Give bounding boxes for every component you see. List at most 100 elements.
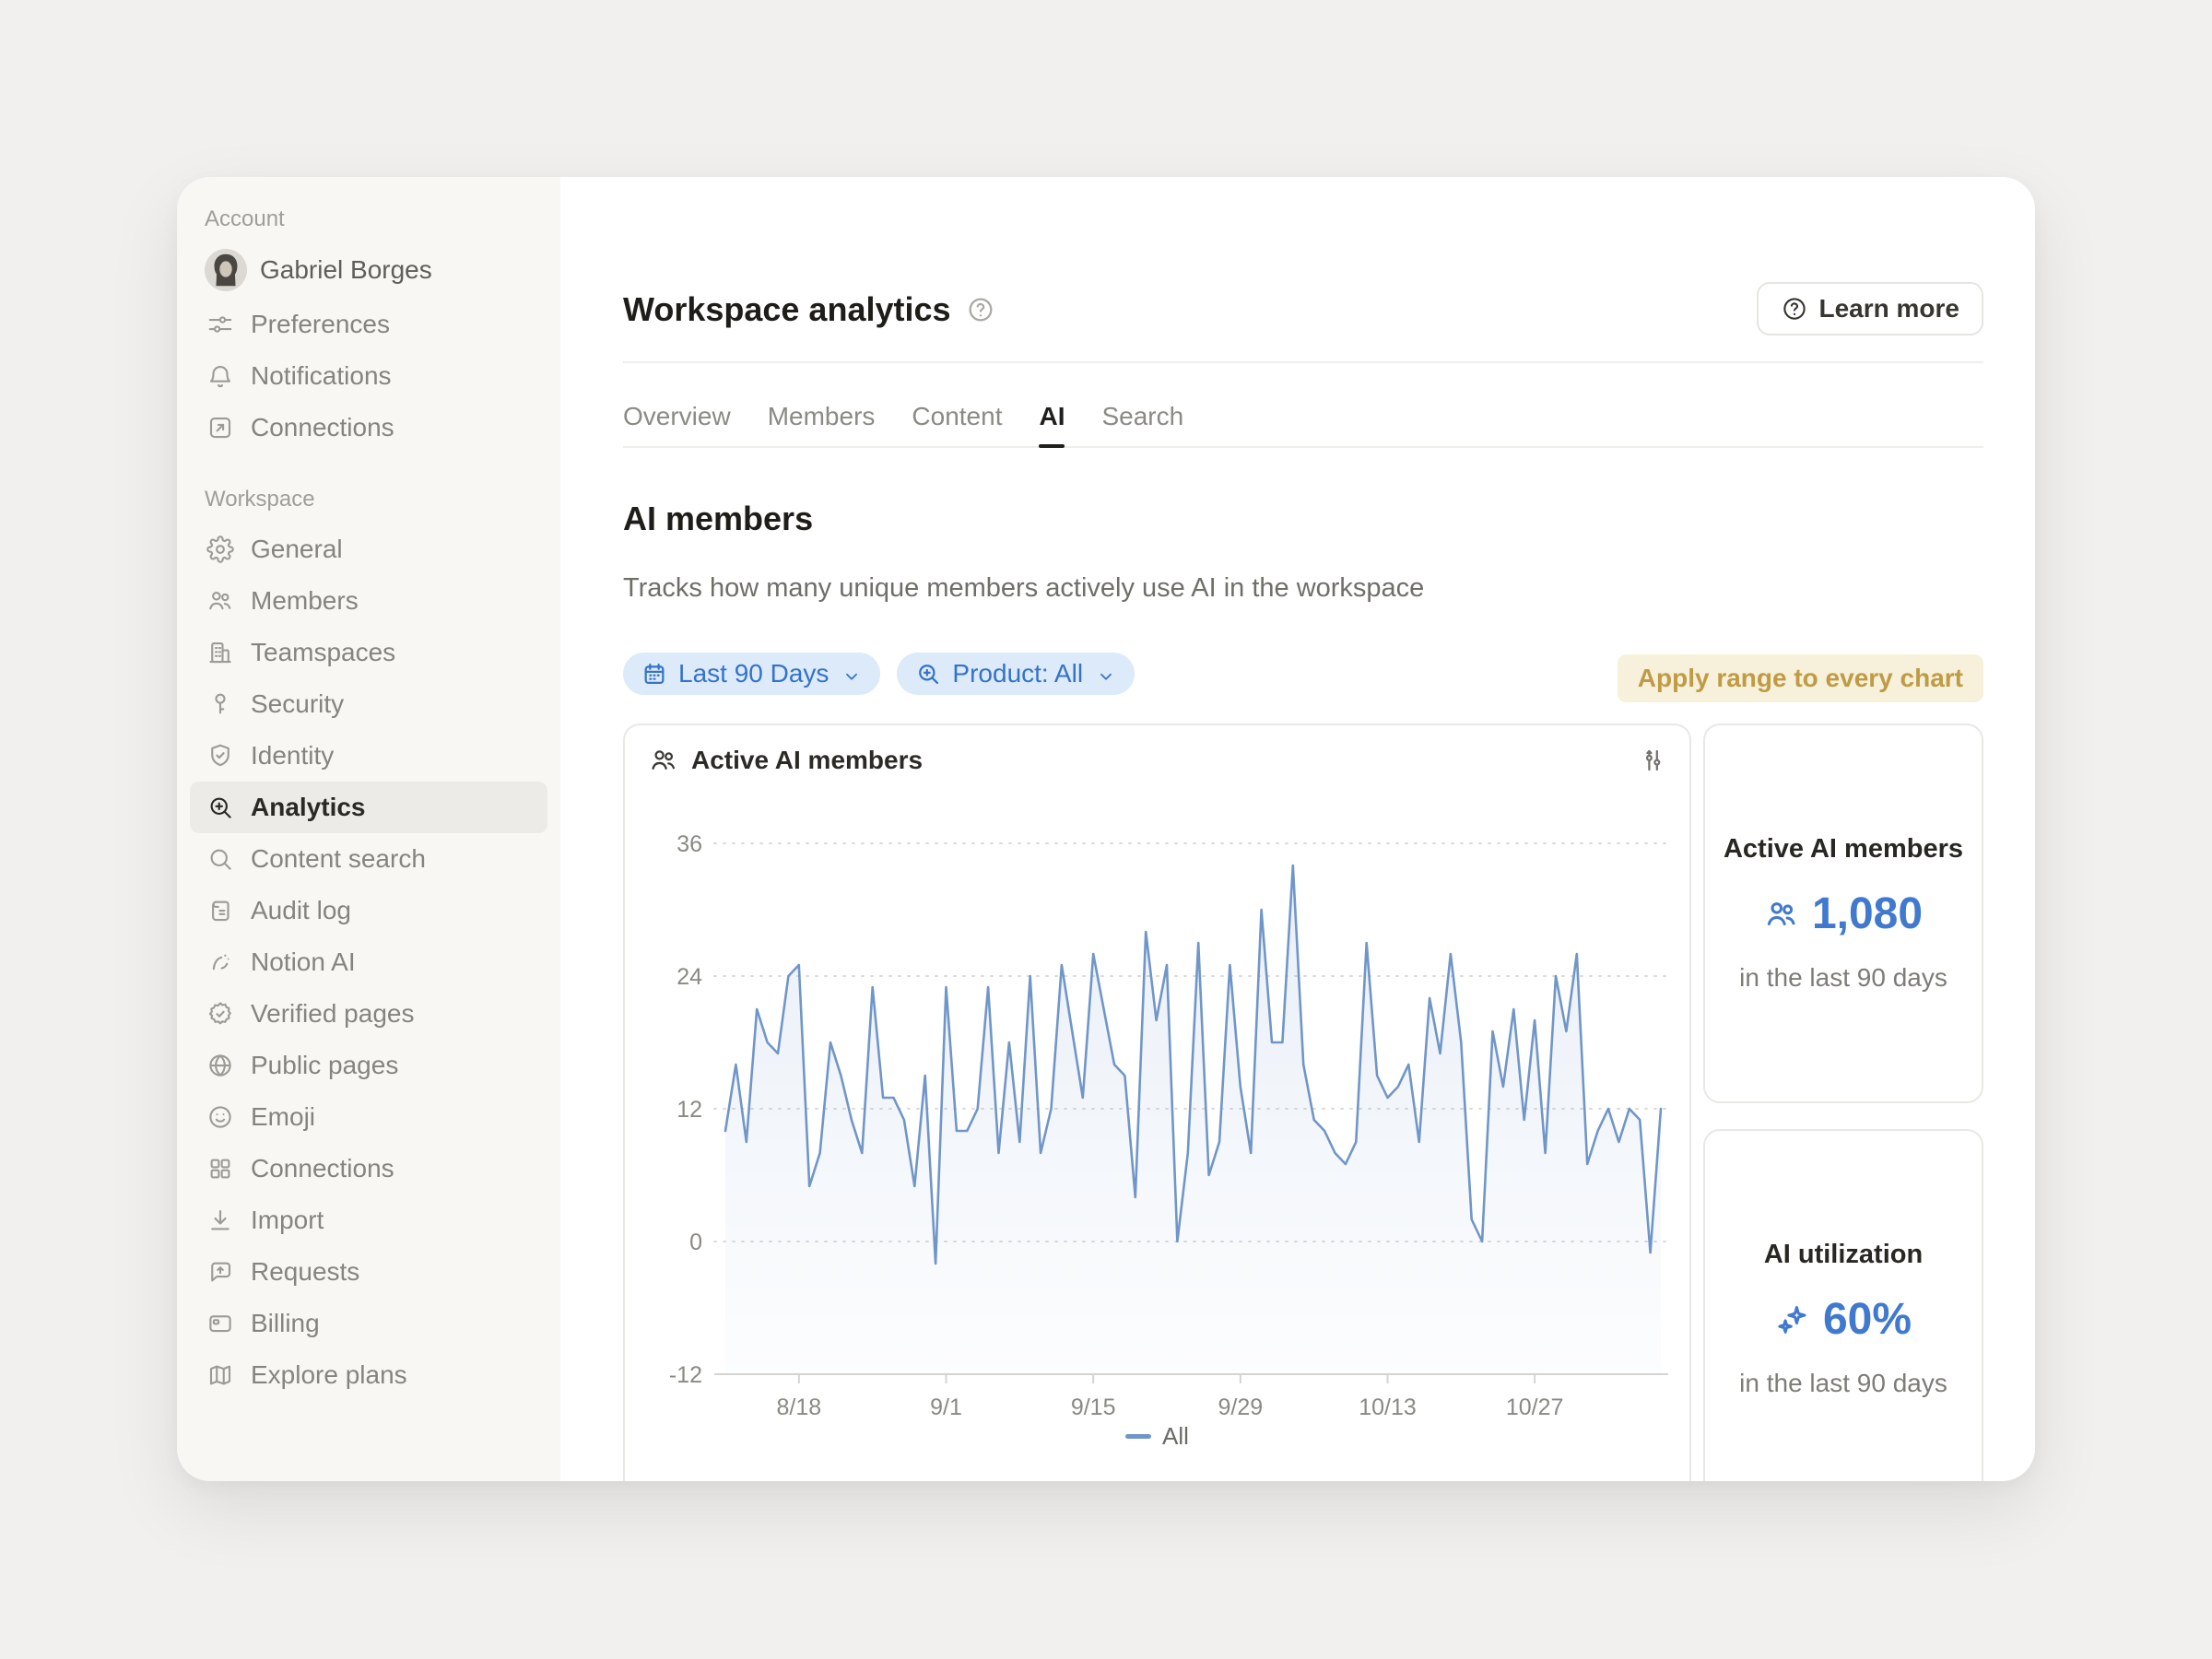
section-title: AI members (623, 500, 814, 537)
sidebar-item-connections-account[interactable]: Connections (190, 402, 547, 453)
sidebar-item-content-search[interactable]: Content search (190, 833, 547, 885)
sidebar-item-label: Billing (251, 1309, 320, 1337)
date-range-value: Last 90 Days (678, 659, 830, 688)
stat-subtitle: in the last 90 days (1739, 1369, 1947, 1397)
sidebar-item-label: Public pages (251, 1051, 399, 1079)
page-title: Workspace analytics (623, 290, 951, 328)
sidebar-item-label: Verified pages (251, 999, 415, 1028)
sidebar-item-audit-log[interactable]: Audit log (190, 885, 547, 936)
stat-title: Active AI members (1723, 834, 1964, 864)
filter-row: Last 90 Days Product: All (623, 653, 1135, 695)
sidebar-item-preferences[interactable]: Preferences (190, 299, 547, 350)
tab-members[interactable]: Members (767, 402, 876, 430)
sidebar-section-account: Account (205, 206, 285, 231)
help-circle-icon (1781, 295, 1808, 323)
tab-search[interactable]: Search (1101, 402, 1184, 430)
sidebar-item-connections-workspace[interactable]: Connections (190, 1143, 547, 1194)
tab-overview[interactable]: Overview (623, 402, 731, 430)
external-link-box-icon (205, 412, 236, 443)
learn-more-button[interactable]: Learn more (1756, 282, 1983, 335)
sidebar-item-label: Identity (251, 741, 335, 770)
key-icon (205, 688, 236, 720)
svg-text:-12: -12 (669, 1362, 702, 1388)
stat-value: 1,080 (1811, 889, 1924, 938)
sidebar-item-label: Notifications (251, 361, 392, 390)
header-divider (623, 361, 1983, 363)
learn-more-label: Learn more (1818, 294, 1960, 323)
sidebar-item-account-user[interactable]: Gabriel Borges (190, 241, 547, 299)
sidebar-item-public-pages[interactable]: Public pages (190, 1040, 547, 1091)
chevron-down-icon (841, 664, 862, 684)
bell-icon (205, 360, 236, 392)
sidebar-item-members[interactable]: Members (190, 575, 547, 627)
chart-legend: All (625, 1422, 1689, 1451)
sidebar-item-requests[interactable]: Requests (190, 1246, 547, 1298)
smiley-icon (205, 1101, 236, 1133)
svg-text:0: 0 (689, 1230, 702, 1255)
map-icon (205, 1359, 236, 1391)
apply-range-note[interactable]: Apply range to every chart (1617, 654, 1983, 702)
date-range-filter[interactable]: Last 90 Days (623, 653, 881, 695)
sliders-horizontal-icon (205, 309, 236, 340)
shield-check-icon (205, 740, 236, 771)
sidebar-item-emoji[interactable]: Emoji (190, 1091, 547, 1143)
chart-title: Active AI members (691, 746, 924, 774)
message-up-arrow-icon (205, 1256, 236, 1288)
badge-check-icon (205, 998, 236, 1030)
sidebar-item-label: Notion AI (251, 947, 356, 976)
chart-options-sliders-icon[interactable] (1638, 746, 1667, 775)
svg-text:24: 24 (677, 964, 702, 990)
stat-title: AI utilization (1763, 1240, 1924, 1269)
building-icon (205, 637, 236, 668)
sidebar-item-notifications[interactable]: Notifications (190, 350, 547, 402)
sidebar-item-import[interactable]: Import (190, 1194, 547, 1246)
chevron-down-icon (1096, 664, 1116, 684)
zoom-in-icon (205, 792, 236, 823)
account-name: Gabriel Borges (260, 255, 432, 284)
svg-text:36: 36 (677, 831, 702, 857)
stat-value: 60% (1822, 1295, 1912, 1344)
sidebar-item-label: Explore plans (251, 1360, 407, 1389)
chart-card-header: Active AI members (649, 746, 1667, 775)
people-icon (1764, 897, 1799, 932)
stat-subtitle: in the last 90 days (1739, 963, 1947, 992)
sidebar-item-identity[interactable]: Identity (190, 730, 547, 782)
gear-icon (205, 534, 236, 565)
grid-icon (205, 1153, 236, 1184)
settings-sidebar: Account Gabriel Borges Preferences Notif… (177, 177, 560, 1481)
sidebar-item-label: General (251, 535, 343, 563)
sidebar-item-label: Audit log (251, 896, 351, 924)
page-header: Workspace analytics (623, 280, 995, 339)
sidebar-item-security[interactable]: Security (190, 678, 547, 730)
svg-text:10/27: 10/27 (1506, 1394, 1564, 1420)
scroll-icon (205, 895, 236, 926)
active-ai-members-stat-card: Active AI members 1,080 in the last 90 d… (1703, 724, 1983, 1103)
tab-content[interactable]: Content (912, 402, 1003, 430)
help-circle-icon[interactable] (966, 295, 995, 324)
sidebar-item-label: Analytics (251, 793, 366, 821)
sidebar-item-notion-ai[interactable]: Notion AI (190, 936, 547, 988)
sidebar-item-label: Teamspaces (251, 638, 396, 666)
product-filter[interactable]: Product: All (897, 653, 1135, 695)
sparkles-icon (1775, 1302, 1810, 1337)
search-icon (205, 843, 236, 875)
product-filter-value: Product: All (952, 659, 1084, 688)
sidebar-section-workspace: Workspace (205, 487, 315, 512)
sidebar-item-label: Import (251, 1206, 324, 1234)
active-ai-members-chart-card: Active AI members 36 24 12 0 -12 8/18 9/1 9/15 9… (623, 724, 1691, 1481)
sidebar-item-verified-pages[interactable]: Verified pages (190, 988, 547, 1040)
sidebar-item-general[interactable]: General (190, 524, 547, 575)
svg-text:9/15: 9/15 (1071, 1394, 1116, 1420)
svg-text:10/13: 10/13 (1359, 1394, 1417, 1420)
sidebar-item-analytics[interactable]: Analytics (190, 782, 547, 833)
tab-ai[interactable]: AI (1039, 387, 1065, 448)
sidebar-item-billing[interactable]: Billing (190, 1298, 547, 1349)
sidebar-item-label: Connections (251, 1154, 394, 1182)
analytics-tabs: Overview Members Content AI Search (623, 387, 1983, 448)
sidebar-item-label: Connections (251, 413, 394, 441)
sidebar-item-explore-plans[interactable]: Explore plans (190, 1349, 547, 1401)
sidebar-item-teamspaces[interactable]: Teamspaces (190, 627, 547, 678)
svg-text:9/29: 9/29 (1218, 1394, 1263, 1420)
settings-window: Account Gabriel Borges Preferences Notif… (177, 177, 2035, 1481)
